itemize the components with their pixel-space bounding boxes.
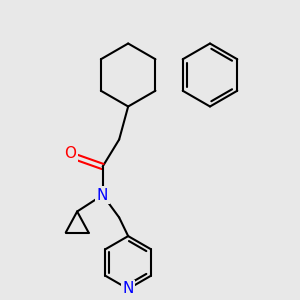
Text: O: O bbox=[64, 146, 76, 161]
Text: N: N bbox=[97, 188, 108, 202]
Text: N: N bbox=[122, 281, 134, 296]
